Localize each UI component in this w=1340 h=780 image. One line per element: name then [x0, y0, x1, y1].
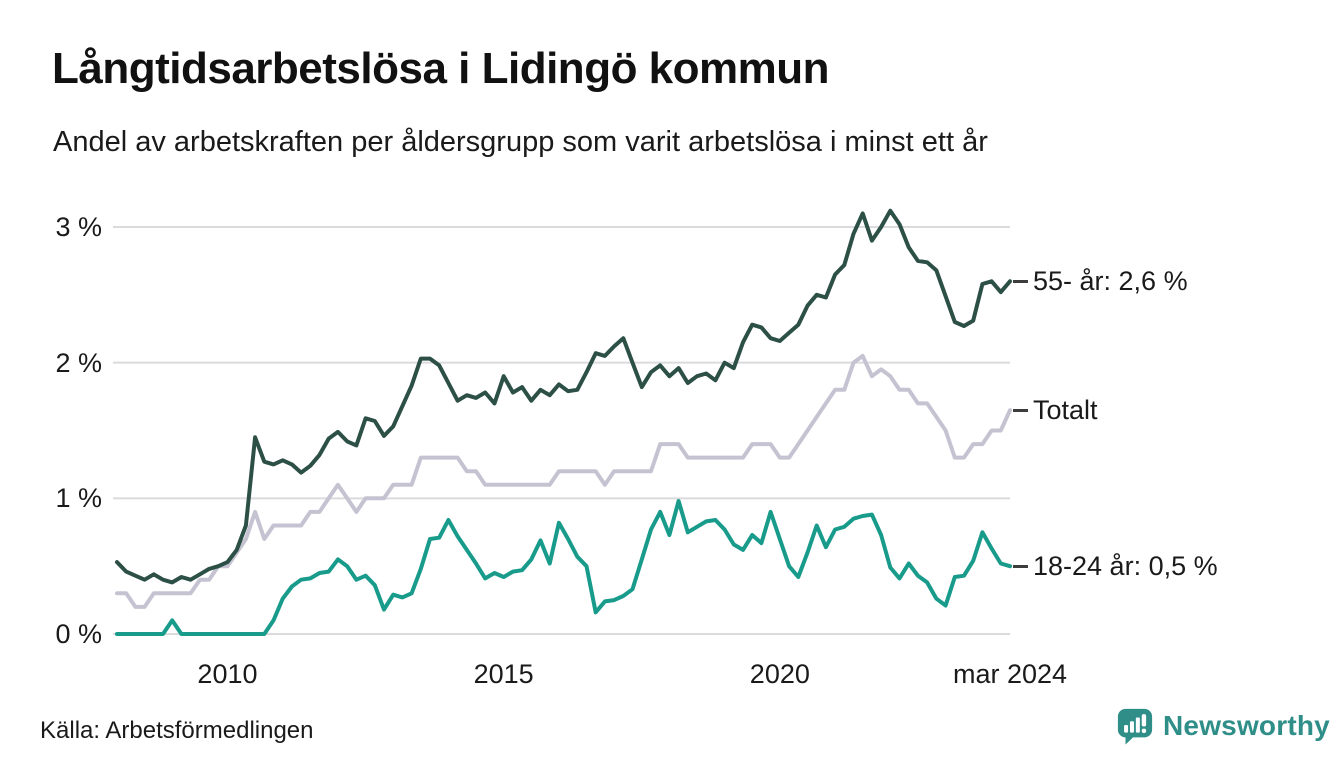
annotation-dash — [1013, 279, 1028, 283]
series-line-55-r — [115, 208, 1012, 585]
y-axis-tick-label: 3 % — [55, 212, 102, 242]
annotation-dash — [1013, 408, 1028, 412]
series-annotation-18-24-r: 18-24 år: 0,5 % — [1013, 548, 1218, 584]
series-annotation-totalt: Totalt — [1013, 392, 1098, 428]
gridlines — [113, 226, 1010, 635]
x-axis-tick-label: mar 2024 — [952, 659, 1068, 689]
chart-subtitle: Andel av arbetskraften per åldersgrupp s… — [53, 126, 988, 158]
y-axis-tick-label: 2 % — [55, 347, 102, 378]
page-title: Långtidsarbetslösa i Lidingö kommun — [52, 44, 830, 93]
series-end-label: 55- år: 2,6 % — [1033, 265, 1188, 296]
series-line-18-24-r — [115, 499, 1012, 636]
annotation-dash — [1013, 564, 1028, 568]
series-line-totalt — [115, 353, 1012, 609]
y-axis-tick-label: 1 % — [55, 483, 102, 514]
newsworthy-bubble-icon — [1117, 708, 1153, 745]
x-axis-tick-label: 2015 — [473, 659, 534, 689]
x-axis-tick-label: 2020 — [749, 659, 810, 689]
y-axis-tick-label: 0 % — [55, 619, 102, 649]
series-end-label: Totalt — [1033, 394, 1098, 425]
newsworthy-wordmark: Newsworthy — [1163, 710, 1330, 741]
series-annotation-55-r: 55- år: 2,6 % — [1013, 263, 1188, 299]
series-lines — [115, 208, 1012, 636]
source-caption: Källa: Arbetsförmedlingen — [40, 717, 314, 744]
x-axis-tick-label: 2010 — [197, 659, 258, 689]
newsworthy-logo[interactable]: Newsworthy — [1116, 706, 1330, 746]
series-end-label: 18-24 år: 0,5 % — [1033, 550, 1218, 581]
